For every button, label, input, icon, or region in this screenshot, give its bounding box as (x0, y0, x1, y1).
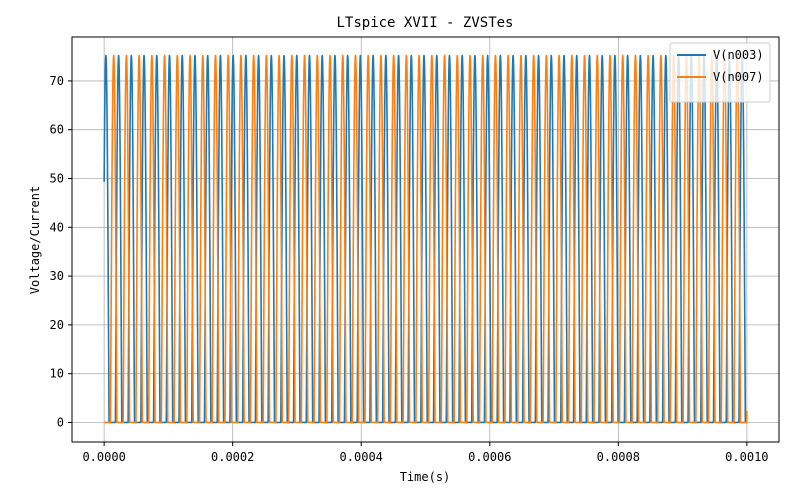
plot-frame (71, 36, 780, 443)
y-tick-label: 60 (50, 123, 64, 137)
series-layer (103, 54, 748, 424)
y-tick-label: 50 (50, 172, 64, 186)
x-tick-label: 0.0002 (211, 450, 254, 464)
y-tick-label: 0 (57, 415, 64, 429)
legend-box (669, 42, 771, 103)
x-axis-title: Time(s) (400, 470, 451, 484)
x-tick-label: 0.0010 (725, 450, 768, 464)
y-axis-title: Voltage/Current (28, 186, 42, 294)
y-tick-label: 20 (50, 318, 64, 332)
y-tick-label: 30 (50, 269, 64, 283)
y-tick-label: 40 (50, 220, 64, 234)
tick-layer: 0.0000 0.0002 0.0004 0.0006 0.0008 0.0010 0 10 2… (50, 74, 769, 464)
x-tick-label: 0.0008 (597, 450, 640, 464)
chart-title: LTspice XVII - ZVSTes (336, 15, 513, 31)
x-tick-label: 0.0004 (340, 450, 383, 464)
series-line-v-n007 (103, 54, 748, 424)
x-tick-label: 0.0006 (468, 450, 511, 464)
y-tick-label: 70 (50, 74, 64, 88)
legend: V(n003) V(n007) (669, 42, 771, 103)
legend-label-v-n007: V(n007) (713, 70, 764, 84)
y-tick-label: 10 (50, 367, 64, 381)
legend-label-v-n003: V(n003) (713, 48, 764, 62)
x-tick-label: 0.0000 (82, 450, 125, 464)
